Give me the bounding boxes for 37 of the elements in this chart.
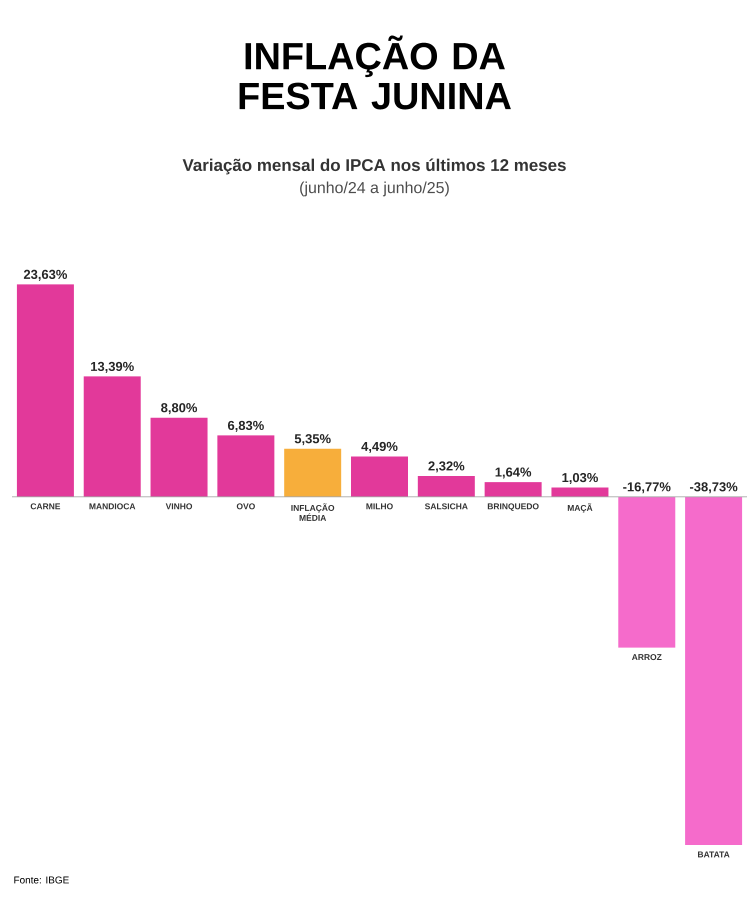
- bar: [418, 476, 475, 497]
- bar: [551, 488, 608, 497]
- x-tick-label: VINHO: [166, 503, 192, 510]
- data-label: 1,64%: [496, 467, 532, 479]
- bar: [84, 376, 141, 497]
- chart-subtitle: Variação mensal do IPCA nos últimos 12 meses: [182, 158, 566, 174]
- data-label: 13,39%: [91, 362, 134, 373]
- x-tick-label: ARROZ: [632, 654, 662, 660]
- x-tick-label: CARNE: [30, 503, 60, 510]
- data-label: 1,03%: [562, 472, 598, 484]
- bar: [351, 456, 408, 497]
- x-tick-label: BRINQUEDO: [488, 503, 539, 511]
- data-label: 23,63%: [24, 270, 68, 281]
- x-tick-label: MAÇÃ: [568, 503, 592, 513]
- data-label: 8,80%: [161, 403, 198, 414]
- chart-title: INFLAÇÃO DA FESTA JUNINA: [240, 36, 511, 110]
- x-tick-label: OVO: [236, 503, 255, 510]
- bar: [484, 482, 542, 497]
- bar: [284, 448, 342, 497]
- x-tick-label: MANDIOCA: [90, 503, 136, 510]
- text: (junho/24 a junho/25): [300, 182, 449, 196]
- data-label: 2,32%: [428, 461, 464, 472]
- x-tick-label: BATATA: [698, 852, 730, 858]
- bar: [217, 435, 274, 497]
- x-tick-label: MILHO: [366, 503, 393, 510]
- x-tick-label: SALSICHA: [424, 503, 468, 510]
- bar: [150, 418, 208, 497]
- data-label: 5,35%: [294, 434, 331, 446]
- data-label: 6,83%: [228, 420, 264, 432]
- bar: [16, 284, 74, 497]
- data-label: -38,73%: [690, 482, 738, 494]
- data-label: -16,77%: [623, 482, 671, 494]
- x-tick-label: INFLAÇÃO MÉDIA: [291, 503, 334, 521]
- bar: [618, 496, 676, 648]
- data-label: 4,49%: [361, 442, 398, 453]
- bar: [685, 496, 742, 845]
- source-note: Fonte: IBGE: [14, 876, 69, 884]
